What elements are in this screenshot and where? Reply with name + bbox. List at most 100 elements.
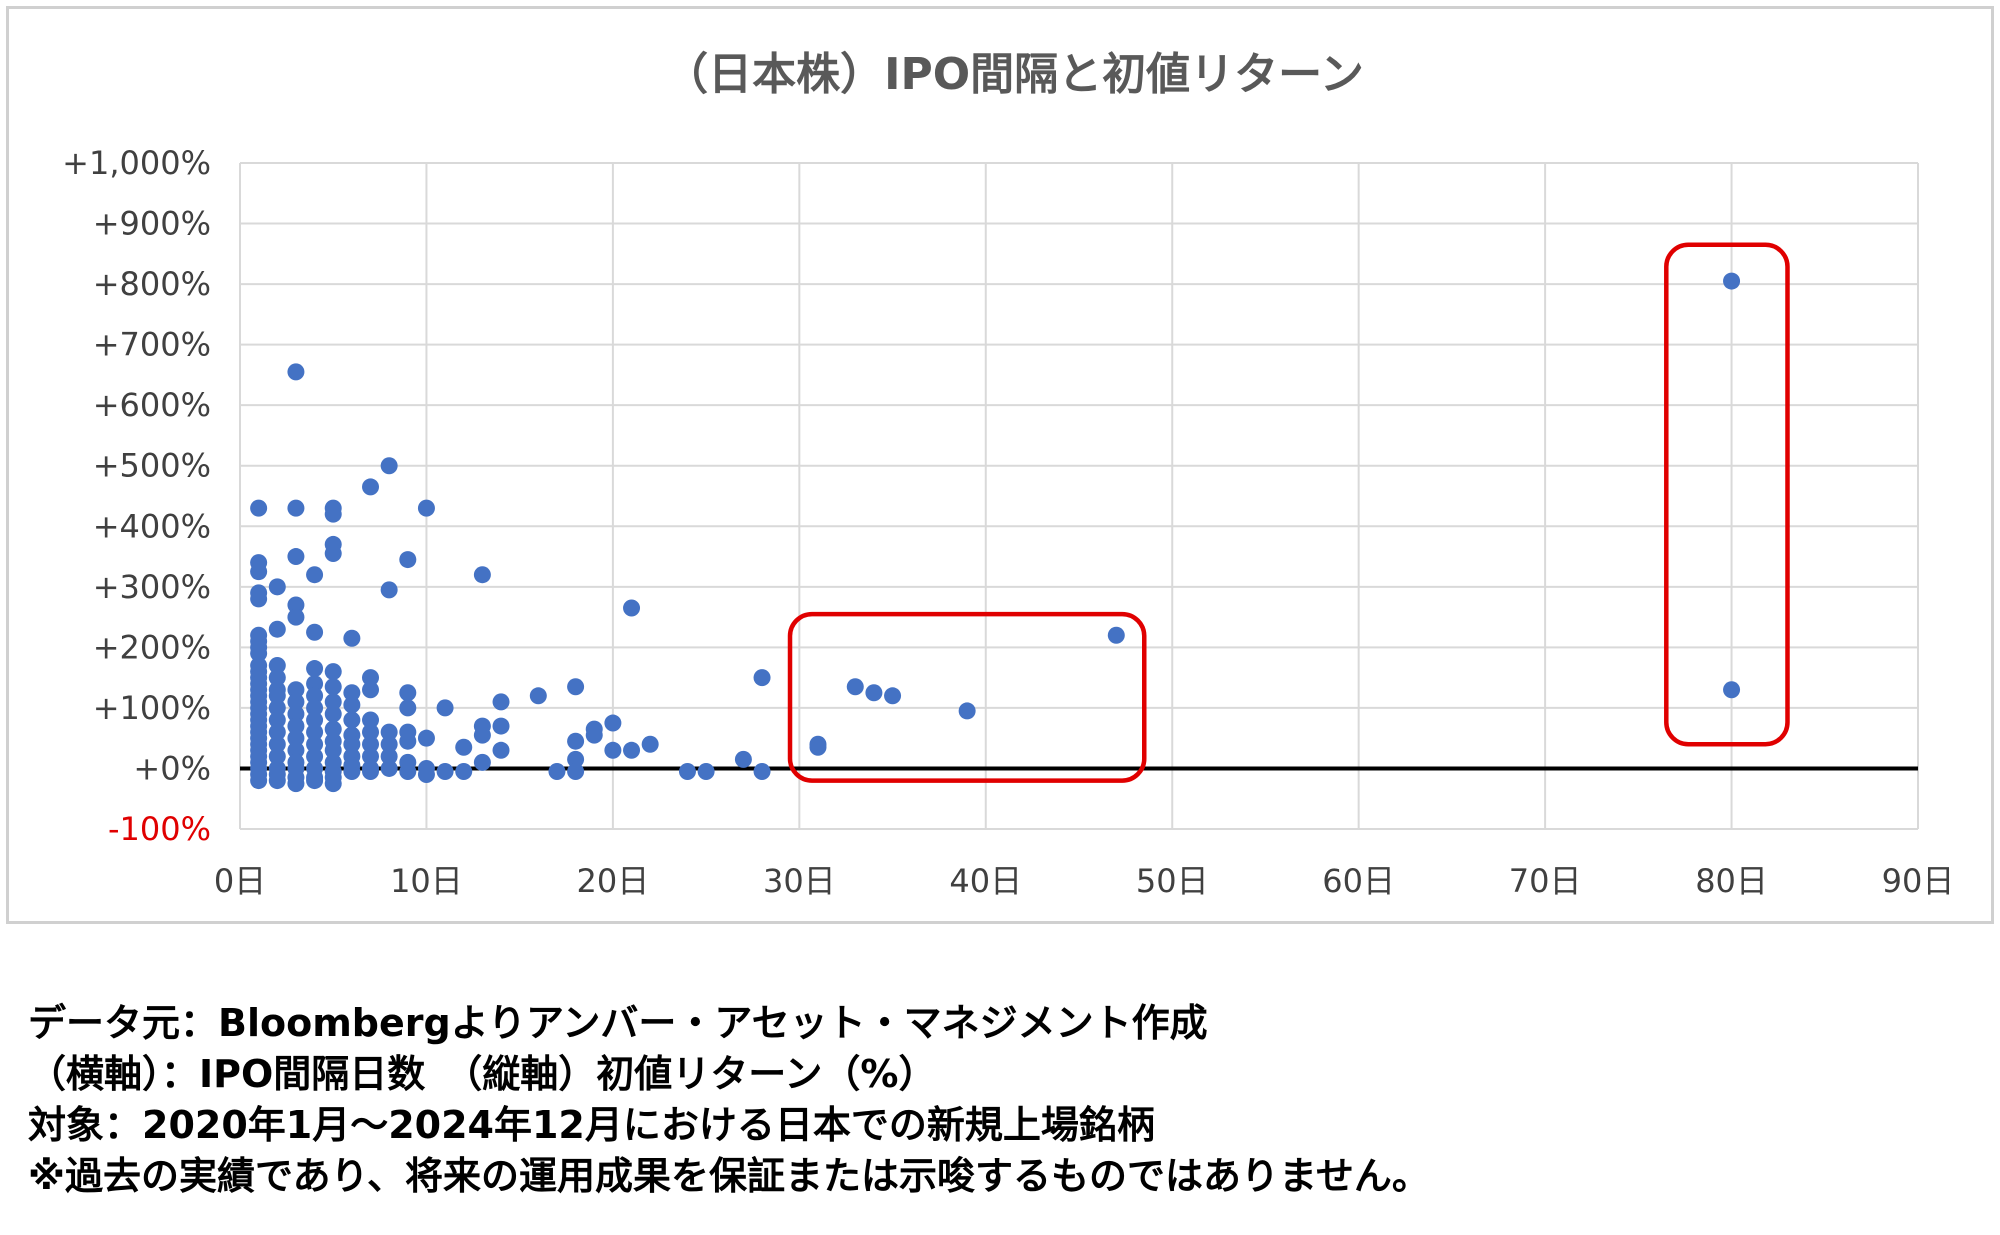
data-point xyxy=(362,747,380,765)
x-tick-label: 10日 xyxy=(390,862,463,900)
highlight-box xyxy=(787,611,1147,783)
data-point xyxy=(268,669,286,687)
data-point xyxy=(697,762,715,780)
data-point xyxy=(268,723,286,741)
data-point xyxy=(548,762,566,780)
y-tick-label: +300% xyxy=(93,568,211,606)
x-tick-label: 40日 xyxy=(949,862,1022,900)
data-point xyxy=(306,699,324,717)
data-point xyxy=(287,775,305,793)
data-point xyxy=(287,548,305,566)
data-point xyxy=(623,741,641,759)
data-point xyxy=(324,678,342,696)
data-point xyxy=(324,545,342,563)
source-notes: データ元：Bloombergよりアンバー・アセット・マネジメント作成 （横軸）：… xyxy=(28,998,1430,1202)
data-point xyxy=(343,711,361,729)
data-point xyxy=(623,599,641,617)
data-point xyxy=(250,563,268,581)
data-point xyxy=(324,720,342,738)
point-layer xyxy=(250,272,1741,793)
data-point xyxy=(399,762,417,780)
data-point xyxy=(343,629,361,647)
y-tick-label: +100% xyxy=(93,689,211,727)
data-point xyxy=(250,644,268,662)
data-point xyxy=(585,726,603,744)
data-point xyxy=(287,596,305,614)
data-point xyxy=(362,681,380,699)
data-point xyxy=(417,499,435,517)
data-point xyxy=(250,590,268,608)
data-point xyxy=(473,726,491,744)
x-tick-label: 70日 xyxy=(1509,862,1582,900)
data-point xyxy=(287,741,305,759)
data-point xyxy=(362,723,380,741)
data-point xyxy=(734,750,752,768)
data-point xyxy=(417,766,435,784)
data-point xyxy=(287,717,305,735)
y-tick-label: +700% xyxy=(93,326,211,364)
x-tick-label: 80日 xyxy=(1695,862,1768,900)
data-point xyxy=(641,735,659,753)
data-point xyxy=(268,711,286,729)
data-point xyxy=(306,675,324,693)
data-point xyxy=(436,699,454,717)
data-point xyxy=(567,750,585,768)
chart-title: （日本株）IPO間隔と初値リターン xyxy=(664,49,1364,100)
data-point xyxy=(567,732,585,750)
data-point xyxy=(287,705,305,723)
data-point xyxy=(287,608,305,626)
data-point xyxy=(306,623,324,641)
data-point xyxy=(287,499,305,517)
chart-frame: （日本株）IPO間隔と初値リターン -100% +0% +100% +200% +300… xyxy=(6,6,1994,924)
y-tick-label: +200% xyxy=(93,628,211,666)
data-point xyxy=(380,581,398,599)
data-point xyxy=(306,747,324,765)
data-point xyxy=(529,687,547,705)
y-tick-label: +800% xyxy=(93,265,211,303)
data-point xyxy=(268,735,286,753)
data-point xyxy=(268,657,286,675)
data-point xyxy=(399,699,417,717)
data-point xyxy=(417,729,435,747)
scatter-chart: （日本株）IPO間隔と初値リターン -100% +0% +100% +200% +300… xyxy=(62,49,1954,900)
data-point xyxy=(958,702,976,720)
data-point xyxy=(604,741,622,759)
data-point xyxy=(492,717,510,735)
data-point xyxy=(1107,626,1125,644)
data-point xyxy=(268,772,286,790)
data-point xyxy=(287,729,305,747)
data-point xyxy=(306,566,324,584)
data-point xyxy=(380,747,398,765)
data-point xyxy=(1723,272,1741,290)
data-point xyxy=(399,551,417,569)
data-point xyxy=(362,478,380,496)
data-point xyxy=(567,678,585,696)
y-tick-label: +900% xyxy=(93,205,211,243)
x-tick-label: 50日 xyxy=(1136,862,1209,900)
data-point xyxy=(324,693,342,711)
data-point xyxy=(343,735,361,753)
data-point xyxy=(324,741,342,759)
data-point xyxy=(306,723,324,741)
data-point xyxy=(380,735,398,753)
data-point xyxy=(306,735,324,753)
data-point xyxy=(306,687,324,705)
data-point xyxy=(287,681,305,699)
highlight-layer xyxy=(787,242,1790,783)
y-tick-label: +0% xyxy=(133,749,211,787)
x-tick-label: 60日 xyxy=(1322,862,1395,900)
data-point xyxy=(753,762,771,780)
data-point xyxy=(380,723,398,741)
y-tick-label: +400% xyxy=(93,507,211,545)
data-point xyxy=(809,738,827,756)
x-tick-label: 0日 xyxy=(214,862,266,900)
data-point xyxy=(399,732,417,750)
x-tick-label: 90日 xyxy=(1882,862,1955,900)
data-point xyxy=(380,759,398,777)
data-point xyxy=(455,738,473,756)
note-disclaimer: ※過去の実績であり、将来の運用成果を保証または示唆するものではありません。 xyxy=(28,1154,1430,1198)
data-point xyxy=(343,762,361,780)
data-point xyxy=(306,660,324,678)
data-point xyxy=(865,684,883,702)
axis-layer: -100% +0% +100% +200% +300% +400% +500% +600% +7… xyxy=(62,144,1954,900)
